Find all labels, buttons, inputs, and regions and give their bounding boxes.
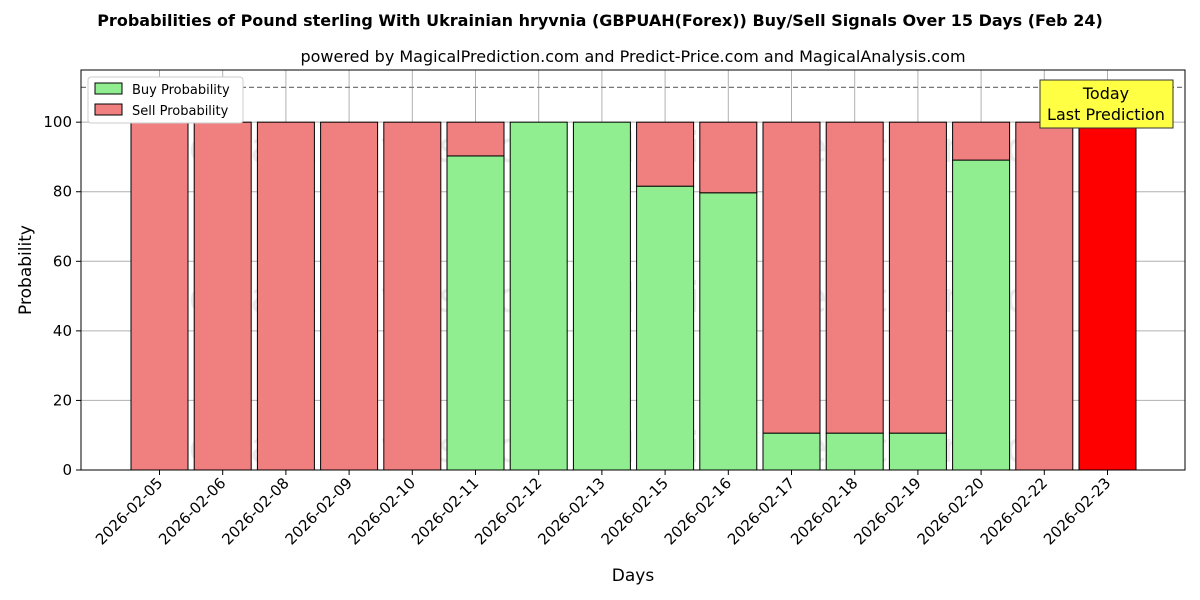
legend-label-sell: Sell Probability	[132, 104, 229, 119]
buy-bar	[952, 159, 1011, 471]
legend-box	[87, 76, 244, 124]
x-tick-label: 2026-02-05	[92, 474, 166, 548]
chart-subtitle: powered by MagicalPrediction.com and Pre…	[300, 47, 965, 66]
sell-bar	[383, 121, 442, 471]
legend-swatch-sell	[94, 103, 123, 116]
sell-bar	[446, 121, 505, 157]
x-tick-label: 2026-02-17	[724, 474, 798, 548]
x-tick-label: 2026-02-09	[282, 474, 356, 548]
x-tick-label: 2026-02-06	[155, 474, 229, 548]
x-tick-label: 2026-02-15	[598, 474, 672, 548]
legend-label-buy: Buy Probability	[132, 83, 230, 98]
x-tick-label: 2026-02-08	[218, 474, 292, 548]
annotation-line2: Last Prediction	[1047, 105, 1165, 124]
x-tick-label: 2026-02-11	[408, 474, 482, 548]
buy-bar	[446, 155, 505, 471]
sell-bar	[193, 121, 252, 471]
buy-bar	[888, 432, 947, 471]
y-tick-label: 0	[62, 461, 72, 479]
buy-bar	[825, 432, 884, 471]
sell-bar	[130, 121, 189, 471]
x-tick-label: 2026-02-16	[661, 474, 735, 548]
x-tick-label: 2026-02-22	[977, 474, 1051, 548]
buy-bar	[509, 121, 568, 471]
sell-bar	[1015, 121, 1074, 471]
sell-bar	[699, 121, 758, 194]
buy-bar	[699, 192, 758, 471]
x-tick-label: 2026-02-10	[345, 474, 419, 548]
bars	[130, 121, 1137, 471]
y-tick-label: 100	[43, 113, 72, 131]
x-tick-label: 2026-02-18	[787, 474, 861, 548]
buy-bar	[636, 185, 695, 471]
y-tick-label: 20	[53, 391, 72, 409]
buy-bar	[762, 432, 821, 471]
annotation-box	[1039, 79, 1174, 129]
sell-bar	[636, 121, 695, 187]
sell-bar	[825, 121, 884, 434]
x-tick-label: 2026-02-12	[471, 474, 545, 548]
y-tick-label: 40	[53, 322, 72, 340]
x-tick-label: 2026-02-20	[914, 474, 988, 548]
sell-bar	[888, 121, 947, 434]
x-axis-label: Days	[612, 566, 655, 586]
y-axis-label: Probability	[16, 225, 36, 315]
legend-swatch-buy	[94, 82, 123, 95]
sell-bar	[952, 121, 1011, 161]
chart-title: Probabilities of Pound sterling With Ukr…	[97, 11, 1103, 30]
annotation-line1: Today	[1082, 84, 1129, 103]
x-tick-label: 2026-02-23	[1040, 474, 1114, 548]
buy-bar	[572, 121, 631, 471]
x-tick-label: 2026-02-13	[534, 474, 608, 548]
y-tick-label: 60	[53, 252, 72, 270]
x-tick-label: 2026-02-19	[850, 474, 924, 548]
sell-bar	[320, 121, 379, 471]
legend: Buy Probability Sell Probability	[87, 76, 244, 124]
sell-bar	[1078, 121, 1137, 471]
today-annotation: Today Last Prediction	[1039, 79, 1174, 129]
y-tick-label: 80	[53, 183, 72, 201]
plot-frame	[80, 69, 1186, 471]
sell-bar	[256, 121, 315, 471]
sell-bar	[762, 121, 821, 434]
